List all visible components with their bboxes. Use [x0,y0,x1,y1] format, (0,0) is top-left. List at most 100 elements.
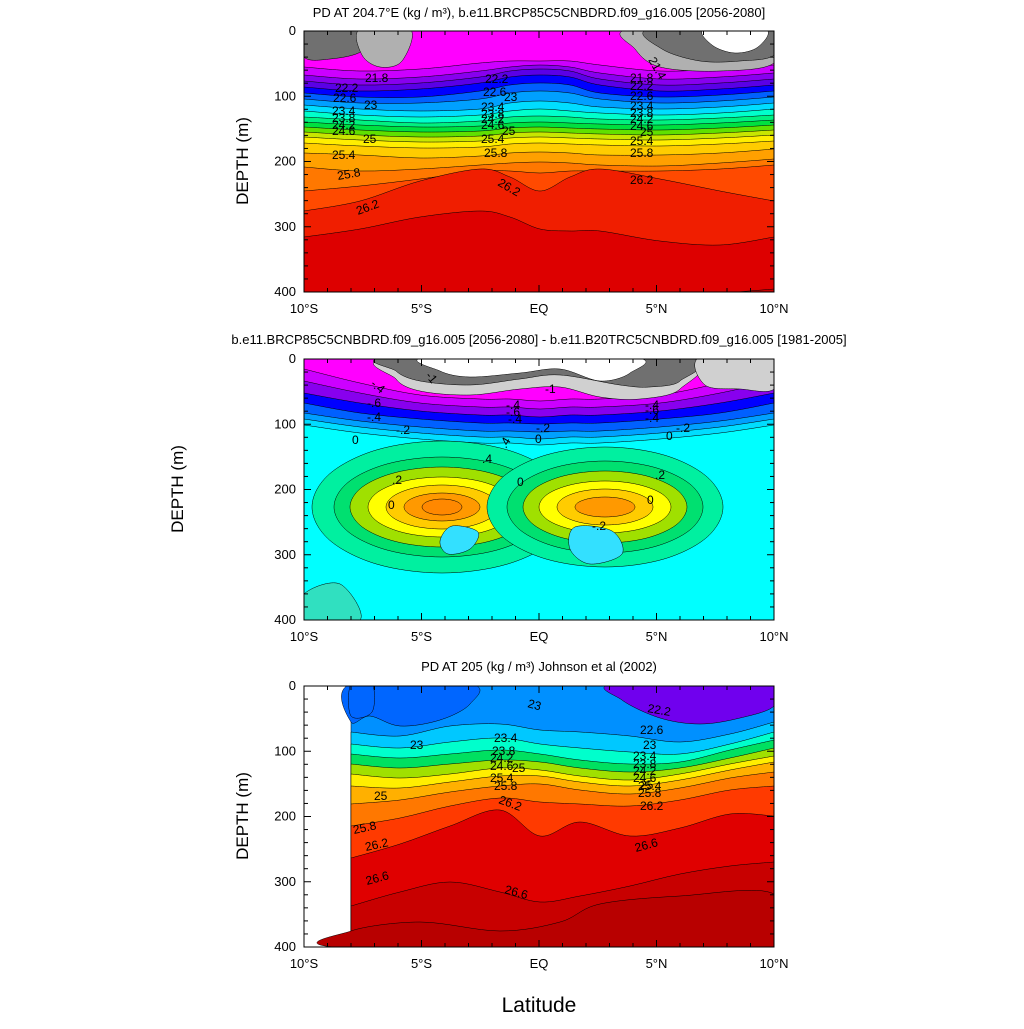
y-tick-label: 100 [274,416,296,431]
contour-label: 23 [364,98,378,112]
contour-band [355,31,413,68]
y-tick-label: 400 [274,939,296,954]
panel-3-y-ticks: 0 100 200 300 400 [274,678,774,954]
contour-label: .2 [392,473,402,487]
panel-3-title: PD AT 205 (kg / m³) Johnson et al (2002) [421,659,657,674]
contour-label: 24.2 [332,118,356,132]
panel-2: b.e11.BRCP85C5CNBDRD.f09_g16.005 [2056-2… [168,332,847,644]
contour-label: 26.2 [630,173,654,187]
contour-label: 25.4 [481,132,505,146]
panel-2-y-axis-label: DEPTH (m) [168,445,187,533]
contour-label: 22.2 [485,72,509,86]
contour-label: 25.8 [352,818,378,837]
panel-1-x-ticks: 10°S 5°S EQ 5°N 10°N [290,31,789,316]
x-tick-label: 10°S [290,301,319,316]
contour-label: 0 [647,493,654,507]
contour-label: -.2 [396,423,410,437]
contour-label: 23.8 [332,111,356,125]
x-tick-label: 5°S [411,956,432,971]
contour-label: 23.4 [633,749,657,763]
contour-label: 25.4 [490,771,514,785]
contour-label: -.2 [676,421,690,435]
y-tick-label: 0 [289,23,296,38]
panel-1-contour-fills [304,31,774,292]
contour-label: 22.6 [333,91,357,105]
contour-label: .4 [482,452,492,466]
x-tick-label: 5°S [411,629,432,644]
contour-label: 25 [640,778,654,792]
contour-label: -.4 [645,411,659,425]
panel-2-title: b.e11.BRCP85C5CNBDRD.f09_g16.005 [2056-2… [231,332,846,347]
contour-label: 21.8 [630,71,654,85]
contour-label: 24.6 [332,124,356,138]
contour-band [316,890,774,947]
contour-label: 0 [388,498,395,512]
contour-label: 23 [526,696,543,713]
x-tick-label: 10°N [759,956,788,971]
contour-label: 23 [504,90,518,104]
y-tick-label: 200 [274,809,296,824]
contour-band [574,496,636,518]
contour-band [439,525,479,555]
contour-band [348,686,375,719]
contour-label: 24.2 [630,112,654,126]
contour-label: 22.2 [335,81,359,95]
contour-label: 25.4 [630,134,654,148]
contour-label: -.4 [645,398,659,412]
y-tick-label: 400 [274,612,296,627]
panel-3-x-ticks: 10°S 5°S EQ 5°N 10°N [290,686,789,971]
x-tick-label: 5°N [646,956,668,971]
panel-1-title: PD AT 204.7°E (kg / m³), b.e11.BRCP85C5C… [313,5,766,20]
contour-band [568,525,624,565]
panel-2-x-ticks: 10°S 5°S EQ 5°N 10°N [290,359,789,644]
contour-label: 23.8 [481,107,505,121]
panel-2-y-ticks: 0 100 200 300 400 [274,351,774,627]
contour-label: -.6 [367,396,381,410]
contour-label: -.4 [506,398,520,412]
contour-label: 21.8 [365,71,389,85]
contour-label: 0 [535,432,542,446]
contour-band [304,210,774,292]
contour-label: 23.8 [630,106,654,120]
contour-label: -1 [545,382,556,396]
contour-label: 25.8 [638,786,662,800]
x-tick-label: 5°S [411,301,432,316]
contour-label: 0 [666,429,673,443]
contour-label: 25 [512,761,526,775]
panel-1-y-axis-label: DEPTH (m) [233,117,252,205]
contour-band [701,31,769,54]
panel-2-contour-fills [304,359,774,620]
panel-3-contour-fills [316,686,774,947]
contour-label: 23.4 [630,99,654,113]
contour-label: 26.6 [503,882,529,902]
contour-label: 22.2 [630,79,654,93]
x-tick-label: 10°S [290,629,319,644]
contour-label: 24.2 [633,764,657,778]
contour-label: 22.2 [646,701,672,719]
contour-label: 23.4 [481,100,505,114]
contour-label: 22.6 [483,85,507,99]
x-tick-label: 10°N [759,301,788,316]
panel-3-plot-area [316,686,774,947]
contour-band [732,288,774,292]
y-tick-label: 0 [289,678,296,693]
contour-label: .2 [655,468,665,482]
x-tick-label: 10°N [759,629,788,644]
contour-label: 25 [640,125,654,139]
contour-band [416,359,647,382]
panel-3-contour-labels: 22.2 23 22.6 23 23 23.4 23.4 23.8 23.8 2… [352,696,673,902]
contour-label: 0 [352,433,359,447]
contour-label: 23.4 [494,731,518,745]
contour-band [694,359,774,392]
contour-label: 25.8 [336,165,362,183]
y-tick-label: 100 [274,88,296,103]
contour-label: 22.6 [640,723,664,737]
contour-label: 23 [643,738,657,752]
contour-label: -.4 [508,412,522,426]
y-tick-label: 200 [274,482,296,497]
contour-label: -.6 [645,403,659,417]
panel-1-contour-labels: 21.4 21.8 22.2 22.6 23 23.4 23.8 24.2 24… [332,55,669,218]
contour-band [603,686,774,725]
